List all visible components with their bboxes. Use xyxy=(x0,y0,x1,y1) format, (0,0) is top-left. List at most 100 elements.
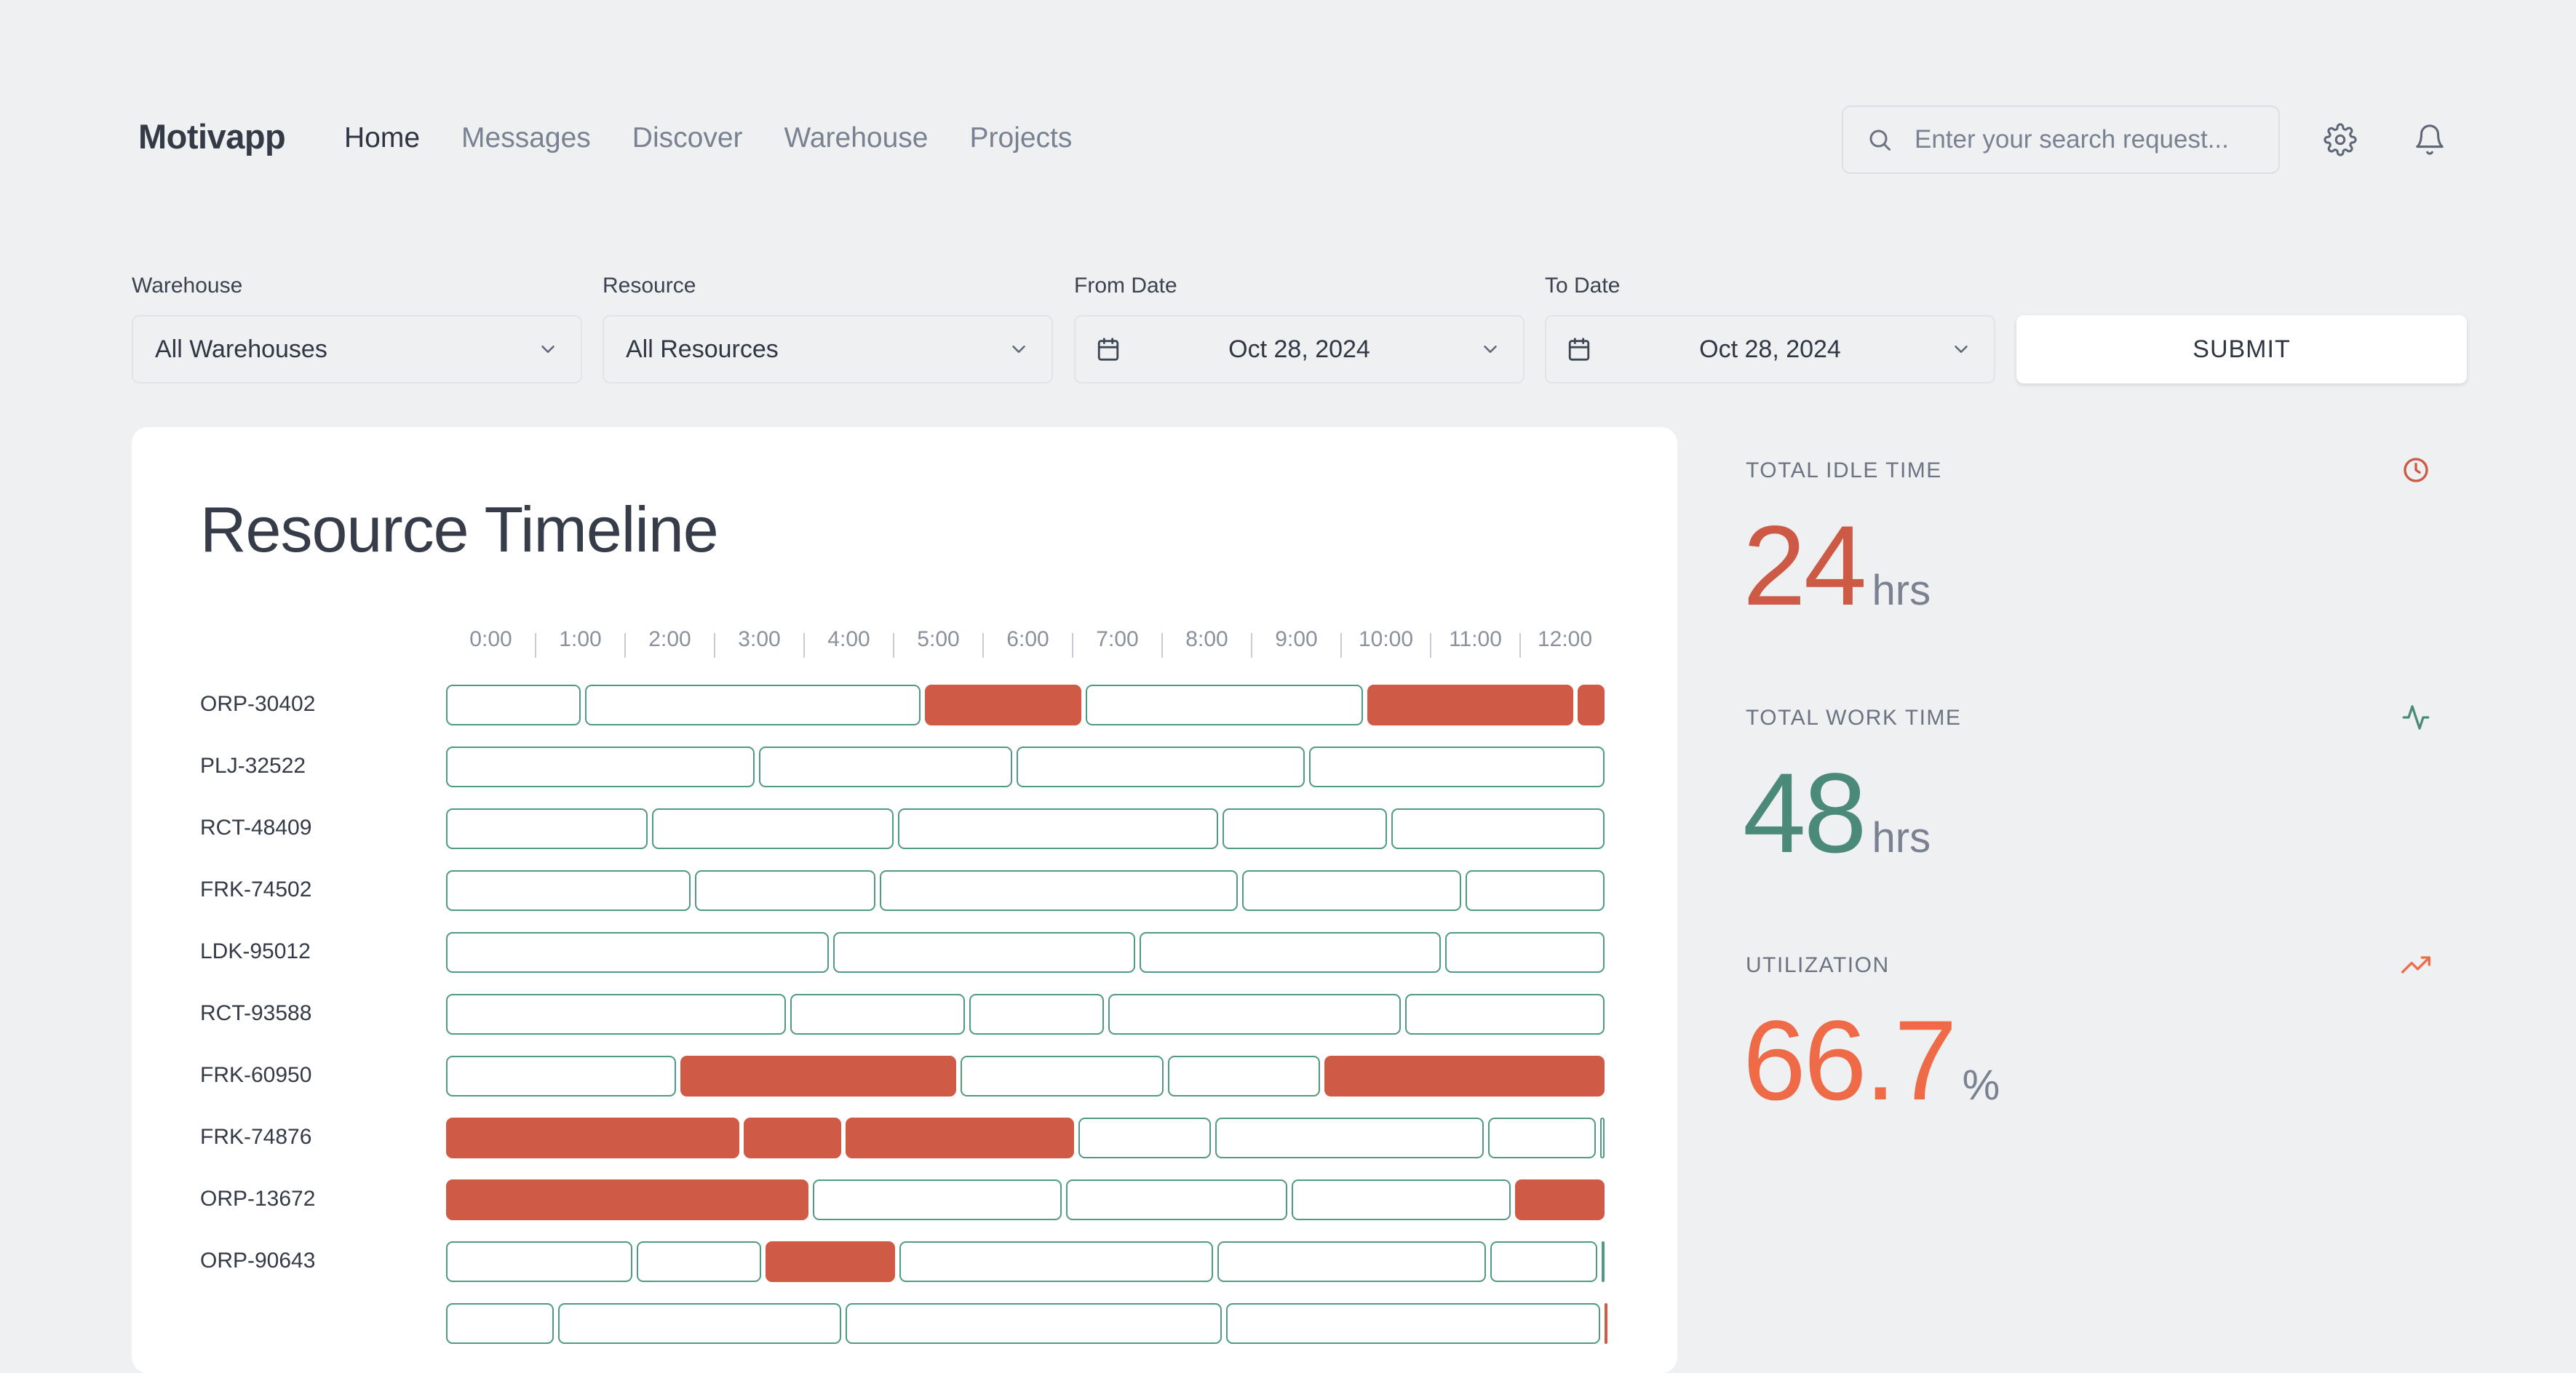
to-date-picker[interactable]: Oct 28, 2024 xyxy=(1545,315,1995,383)
idle-segment[interactable] xyxy=(680,1056,956,1097)
work-segment[interactable] xyxy=(960,1056,1164,1097)
stat-utilization-value-group: 66.7% xyxy=(1743,1004,2000,1118)
stat-work-time-value-group: 48 hrs xyxy=(1743,757,1931,870)
work-segment[interactable] xyxy=(1225,1303,1600,1344)
work-segment[interactable] xyxy=(1291,1179,1511,1220)
work-segment[interactable] xyxy=(446,994,787,1035)
work-segment[interactable] xyxy=(1602,1241,1605,1282)
idle-segment[interactable] xyxy=(1324,1056,1605,1097)
idle-segment[interactable] xyxy=(446,1179,808,1220)
submit-button[interactable]: SUBMIT xyxy=(2016,315,2467,383)
nav-home[interactable]: Home xyxy=(344,122,421,154)
work-segment[interactable] xyxy=(1404,994,1605,1035)
notifications-button[interactable] xyxy=(2404,114,2455,165)
resource-label: ORP-90643 xyxy=(200,1249,316,1273)
work-segment[interactable] xyxy=(557,1303,842,1344)
time-tick-label: 7:00 xyxy=(1096,627,1139,651)
idle-segment[interactable] xyxy=(1577,685,1605,725)
bell-icon xyxy=(2416,124,2444,155)
timeline-title: Resource Timeline xyxy=(200,493,719,565)
stat-idle-time-label: TOTAL IDLE TIME xyxy=(1746,458,1942,482)
warehouse-select[interactable]: All Warehouses xyxy=(132,315,582,383)
from-date-picker[interactable]: Oct 28, 2024 xyxy=(1074,315,1524,383)
work-segment[interactable] xyxy=(446,747,755,787)
work-segment[interactable] xyxy=(1078,1118,1212,1158)
work-segment[interactable] xyxy=(1490,1241,1598,1282)
stat-work-time-unit: hrs xyxy=(1872,814,1931,861)
work-segment[interactable] xyxy=(446,808,648,849)
work-segment[interactable] xyxy=(897,808,1218,849)
work-segment[interactable] xyxy=(1065,1179,1287,1220)
time-tick-divider xyxy=(1430,633,1431,658)
time-tick-label: 5:00 xyxy=(917,627,960,651)
search-box[interactable] xyxy=(1842,106,2280,174)
resource-value: All Resources xyxy=(626,335,779,363)
nav-projects[interactable]: Projects xyxy=(969,122,1073,154)
work-segment[interactable] xyxy=(899,1241,1213,1282)
idle-segment[interactable] xyxy=(1604,1303,1607,1344)
nav-discover[interactable]: Discover xyxy=(632,122,743,154)
work-segment[interactable] xyxy=(846,1303,1222,1344)
work-segment[interactable] xyxy=(446,685,581,725)
work-segment[interactable] xyxy=(1167,1056,1321,1097)
search-input[interactable] xyxy=(1913,124,2258,155)
idle-segment[interactable] xyxy=(924,685,1081,725)
work-segment[interactable] xyxy=(1391,808,1605,849)
resource-track xyxy=(446,1118,1609,1158)
work-segment[interactable] xyxy=(1215,1118,1484,1158)
app-logo[interactable]: Motivapp xyxy=(138,117,286,156)
work-segment[interactable] xyxy=(833,932,1135,973)
work-segment[interactable] xyxy=(790,994,966,1035)
nav-messages[interactable]: Messages xyxy=(461,122,591,154)
idle-segment[interactable] xyxy=(1367,685,1573,725)
settings-button[interactable] xyxy=(2315,114,2366,165)
stat-utilization-unit: % xyxy=(1962,1062,2000,1109)
resource-track xyxy=(446,1303,1609,1344)
search-icon xyxy=(1869,130,1891,151)
resource-label: FRK-74502 xyxy=(200,877,312,902)
idle-segment[interactable] xyxy=(1514,1179,1605,1220)
work-segment[interactable] xyxy=(446,1056,677,1097)
work-segment[interactable] xyxy=(1222,808,1388,849)
work-segment[interactable] xyxy=(1466,870,1605,911)
work-segment[interactable] xyxy=(812,1179,1062,1220)
work-segment[interactable] xyxy=(1242,870,1462,911)
work-segment[interactable] xyxy=(1309,747,1605,787)
nav-warehouse[interactable]: Warehouse xyxy=(784,122,929,154)
time-tick-divider xyxy=(982,633,984,658)
work-segment[interactable] xyxy=(636,1241,761,1282)
work-segment[interactable] xyxy=(1017,747,1305,787)
work-segment[interactable] xyxy=(446,870,691,911)
work-segment[interactable] xyxy=(446,1303,554,1344)
work-segment[interactable] xyxy=(1599,1118,1605,1158)
from-date-label: From Date xyxy=(1074,274,1177,298)
work-segment[interactable] xyxy=(1488,1118,1596,1158)
work-segment[interactable] xyxy=(1445,932,1605,973)
idle-segment[interactable] xyxy=(446,1118,740,1158)
work-segment[interactable] xyxy=(651,808,894,849)
work-segment[interactable] xyxy=(1217,1241,1486,1282)
resource-select[interactable]: All Resources xyxy=(603,315,1053,383)
work-segment[interactable] xyxy=(1139,932,1442,973)
calendar-icon xyxy=(1097,338,1119,361)
time-tick-divider xyxy=(1519,633,1521,658)
work-segment[interactable] xyxy=(969,994,1104,1035)
time-tick-divider xyxy=(714,633,715,658)
idle-segment[interactable] xyxy=(744,1118,842,1158)
resource-track xyxy=(446,808,1609,849)
work-segment[interactable] xyxy=(1085,685,1364,725)
work-segment[interactable] xyxy=(759,747,1013,787)
idle-segment[interactable] xyxy=(765,1241,896,1282)
resource-track xyxy=(446,685,1609,725)
work-segment[interactable] xyxy=(446,932,830,973)
work-segment[interactable] xyxy=(446,1241,632,1282)
idle-segment[interactable] xyxy=(846,1118,1075,1158)
warehouse-value: All Warehouses xyxy=(155,335,327,363)
work-segment[interactable] xyxy=(694,870,876,911)
work-segment[interactable] xyxy=(1108,994,1401,1035)
work-segment[interactable] xyxy=(880,870,1238,911)
resource-track xyxy=(446,870,1609,911)
chevron-down-icon xyxy=(541,346,554,353)
resource-label: RCT-93588 xyxy=(200,1001,312,1025)
work-segment[interactable] xyxy=(584,685,921,725)
